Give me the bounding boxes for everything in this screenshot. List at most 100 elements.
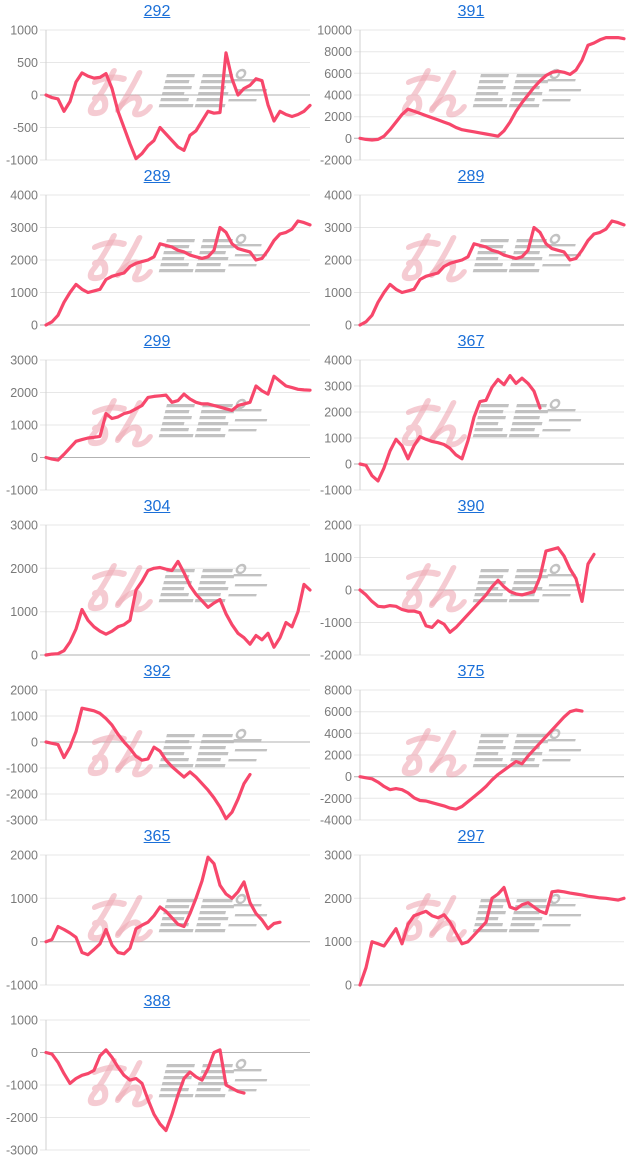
watermark-gray-bar: [516, 569, 548, 573]
watermark-speed-line: [233, 244, 262, 247]
watermark-gray-bar: [472, 434, 508, 438]
watermark-gray-bar: [194, 434, 226, 438]
watermark-speed-line: [228, 264, 257, 267]
watermark-gray-bar: [197, 92, 229, 96]
watermark-speed-line: [548, 749, 582, 752]
watermark-speed-line: [542, 924, 571, 927]
watermark-gray-bar: [514, 80, 549, 84]
y-tick-label: 8000: [324, 45, 352, 59]
line-chart: 1000 500 0 -500 -1000: [6, 24, 312, 166]
y-tick-label: 1000: [324, 286, 352, 300]
y-tick-label: 1000: [324, 551, 352, 565]
y-tick-label: -3000: [6, 1144, 38, 1155]
watermark-gray-bar: [480, 74, 510, 78]
y-tick-label: -1000: [6, 154, 38, 166]
watermark-gray-bar: [163, 746, 193, 750]
line-chart: 1000 0 -1000 -2000 -3000: [6, 1014, 310, 1155]
chart-title-link-367[interactable]: 367: [457, 333, 485, 350]
watermark-gray-bar: [163, 911, 193, 915]
watermark-gray-bar: [166, 239, 196, 243]
y-tick-label: 2000: [324, 254, 352, 268]
watermark-gray-bar: [474, 428, 504, 432]
chart-title: 297: [314, 825, 628, 849]
y-tick-label: -3000: [6, 814, 38, 826]
chart-title-link-391[interactable]: 391: [457, 3, 485, 20]
watermark-speed-line: [542, 429, 571, 432]
watermark-gray-bar: [200, 740, 235, 744]
watermark-speed-line: [228, 99, 257, 102]
watermark-gray-bar: [158, 269, 194, 273]
y-tick-label: -4000: [320, 814, 352, 826]
watermark-gray-bar: [163, 581, 193, 585]
watermark-gray-bar: [161, 92, 185, 96]
watermark-logo: [87, 398, 268, 448]
watermark-gray-bar: [160, 593, 190, 597]
chart-title-link-392[interactable]: 392: [143, 663, 171, 680]
watermark-gray-bar: [513, 581, 541, 585]
watermark-gray-bar: [166, 734, 196, 738]
chart-title-link-304[interactable]: 304: [143, 498, 171, 515]
watermark-gray-bar: [475, 257, 499, 261]
y-tick-label: 10000: [317, 24, 352, 38]
chart-title-link-390[interactable]: 390: [457, 498, 485, 515]
watermark-gray-bar: [477, 746, 507, 750]
y-tick-label: 0: [345, 979, 352, 991]
watermark-pink-stroke: [87, 233, 117, 282]
watermark-gray-bar: [163, 416, 193, 420]
chart-cell-365-10: 365 2000 1000 0 -1000: [0, 825, 314, 990]
y-tick-label: 0: [31, 649, 38, 661]
watermark-gray-bar: [194, 764, 226, 768]
y-tick-label: 2000: [324, 110, 352, 124]
watermark-gray-bar: [161, 587, 185, 591]
watermark-gray-bar: [200, 245, 235, 249]
watermark-pink-stroke: [401, 398, 431, 447]
watermark-pink-stroke: [429, 589, 467, 613]
watermark-gray-bar: [202, 899, 234, 903]
data-line: [44, 559, 312, 657]
chart-title-link-299[interactable]: 299: [143, 333, 171, 350]
watermark-pink-stroke: [401, 893, 431, 942]
y-tick-label: 2000: [10, 562, 38, 576]
chart-cell-375-9: 375 8000 6000 4000 2000 0 -2000 -4000: [314, 660, 628, 825]
watermark-gray-bar: [197, 917, 229, 921]
watermark-speed-line: [547, 79, 576, 82]
chart-title-link-289[interactable]: 289: [457, 168, 485, 185]
watermark-gray-bar: [472, 929, 508, 933]
watermark-gray-bar: [199, 746, 227, 750]
chart-cell-367-5: 367 4000 3000 2000 1000 0 -1000: [314, 330, 628, 495]
chart-title-link-297[interactable]: 297: [457, 828, 485, 845]
watermark-speed-line: [234, 749, 268, 752]
watermark-speed-line: [547, 244, 576, 247]
line-chart: 2000 1000 0 -1000 -2000 -3000: [6, 684, 310, 826]
watermark-speed-line: [548, 914, 582, 917]
watermark-pink-stroke: [115, 94, 153, 118]
chart-title: 392: [0, 660, 314, 684]
watermark-pink-stroke: [87, 1058, 117, 1107]
watermark-gray-bar: [472, 269, 508, 273]
watermark-gray-bar: [472, 104, 508, 108]
chart-title: 367: [314, 330, 628, 354]
y-tick-label: 3000: [324, 380, 352, 394]
chart-title-link-289[interactable]: 289: [143, 168, 171, 185]
watermark-gray-bar: [196, 428, 222, 432]
watermark-gray-bar: [160, 263, 190, 267]
y-tick-label: 0: [345, 319, 352, 331]
watermark-gray-bar: [166, 74, 196, 78]
watermark-gray-bar: [160, 428, 190, 432]
watermark-pink-stroke: [429, 94, 467, 118]
watermark-gray-bar: [508, 269, 540, 273]
y-tick-label: 0: [31, 319, 38, 331]
chart-title: 289: [314, 165, 628, 189]
y-tick-label: -1000: [6, 1079, 38, 1093]
watermark-gray-bar: [472, 764, 508, 768]
watermark-gray-bar: [475, 752, 499, 756]
chart-title-link-292[interactable]: 292: [143, 3, 171, 20]
chart-title-link-365[interactable]: 365: [143, 828, 171, 845]
chart-title-link-375[interactable]: 375: [457, 663, 485, 680]
chart-title-link-388[interactable]: 388: [143, 993, 171, 1010]
y-tick-label: 0: [31, 451, 38, 465]
y-tick-label: 2000: [10, 849, 38, 863]
watermark-pink-stroke: [87, 893, 117, 942]
chart-title: 365: [0, 825, 314, 849]
